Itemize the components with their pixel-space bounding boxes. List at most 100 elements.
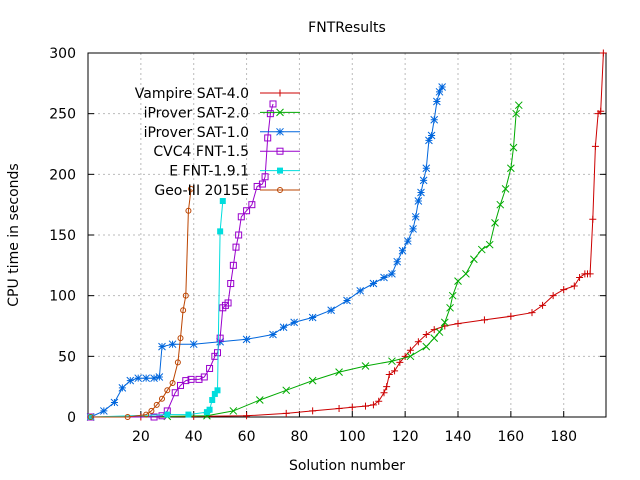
data-point: [282, 386, 291, 395]
data-point: [391, 367, 399, 375]
legend-entry: Geo-III 2015E: [154, 183, 300, 199]
data-point: [435, 328, 444, 336]
data-point: [589, 215, 597, 223]
data-point: [380, 273, 388, 282]
series-cvc4-fnt-1-5: [87, 100, 277, 421]
data-point: [134, 374, 143, 383]
data-point: [174, 359, 181, 366]
y-tick-label: 250: [49, 107, 76, 123]
data-point: [155, 373, 164, 381]
data-point: [126, 376, 135, 385]
y-tick-label: 150: [49, 228, 76, 244]
data-point: [150, 374, 158, 383]
data-point: [549, 292, 557, 300]
data-point: [509, 143, 518, 152]
series-line: [90, 103, 274, 418]
data-point: [224, 299, 232, 307]
data-point: [150, 413, 158, 421]
data-point: [335, 368, 343, 376]
data-point: [180, 307, 187, 314]
data-point: [388, 269, 396, 278]
data-point: [232, 243, 240, 251]
data-point: [164, 411, 171, 418]
data-point: [269, 330, 277, 339]
y-tick-label: 300: [49, 46, 76, 62]
data-point: [409, 225, 417, 233]
legend-label: Vampire SAT-4.0: [135, 86, 249, 102]
data-point: [388, 357, 396, 366]
data-point: [227, 280, 235, 288]
data-point: [308, 376, 317, 385]
data-point: [491, 219, 499, 227]
data-point: [427, 131, 436, 140]
data-point: [282, 409, 290, 417]
legend-entry: Vampire SAT-4.0: [135, 86, 300, 102]
data-point: [417, 188, 425, 197]
data-point: [514, 101, 523, 110]
data-point: [446, 303, 454, 312]
data-point: [362, 402, 369, 410]
data-point: [335, 405, 343, 413]
data-point: [430, 115, 439, 124]
x-tick-label: 160: [497, 429, 524, 445]
data-point: [148, 407, 155, 414]
data-point: [348, 403, 356, 411]
y-tick-label: 50: [58, 349, 76, 365]
series-iprover-sat-2-0: [86, 101, 523, 421]
data-point: [597, 107, 605, 115]
data-point: [438, 83, 446, 91]
series-layer: [86, 49, 607, 421]
data-point: [570, 282, 578, 290]
data-point: [425, 136, 433, 145]
legend-entry: iProver SAT-2.0: [144, 105, 300, 121]
data-point: [214, 387, 221, 394]
data-point: [142, 374, 150, 383]
x-tick-label: 100: [339, 429, 366, 445]
data-point: [383, 383, 391, 391]
data-point: [277, 167, 283, 174]
legend-entry: CVC4 FNT-1.5: [153, 144, 300, 160]
data-point: [477, 245, 486, 254]
x-tick-label: 140: [445, 429, 472, 445]
data-point: [422, 164, 431, 173]
data-point: [248, 201, 256, 209]
data-point: [448, 291, 457, 300]
data-point: [591, 142, 599, 150]
data-point: [361, 362, 370, 370]
data-point: [396, 358, 404, 366]
data-point: [528, 309, 536, 317]
data-point: [118, 384, 127, 392]
data-point: [496, 200, 505, 209]
data-point: [187, 375, 195, 383]
data-point: [276, 127, 284, 136]
data-point: [177, 381, 184, 389]
data-point: [512, 109, 520, 118]
data-point: [243, 207, 251, 215]
data-point: [229, 407, 238, 415]
data-point: [276, 89, 284, 97]
data-point: [206, 406, 213, 413]
data-point: [560, 286, 568, 294]
data-point: [182, 377, 190, 385]
data-point: [168, 340, 177, 349]
legend-label: CVC4 FNT-1.5: [153, 144, 249, 160]
data-point: [576, 273, 584, 281]
data-point: [171, 389, 179, 397]
data-point: [237, 213, 245, 221]
data-point: [414, 338, 422, 346]
data-point: [343, 296, 351, 305]
data-point: [159, 395, 165, 402]
y-tick-label: 100: [49, 289, 76, 305]
data-point: [219, 198, 226, 205]
data-point: [189, 340, 198, 349]
data-point: [414, 197, 423, 205]
data-point: [501, 185, 510, 193]
data-point: [243, 412, 251, 420]
data-point: [308, 313, 317, 322]
data-point: [276, 147, 284, 155]
data-point: [242, 335, 251, 344]
data-point: [195, 375, 203, 383]
data-point: [454, 320, 462, 328]
data-point: [261, 173, 269, 181]
